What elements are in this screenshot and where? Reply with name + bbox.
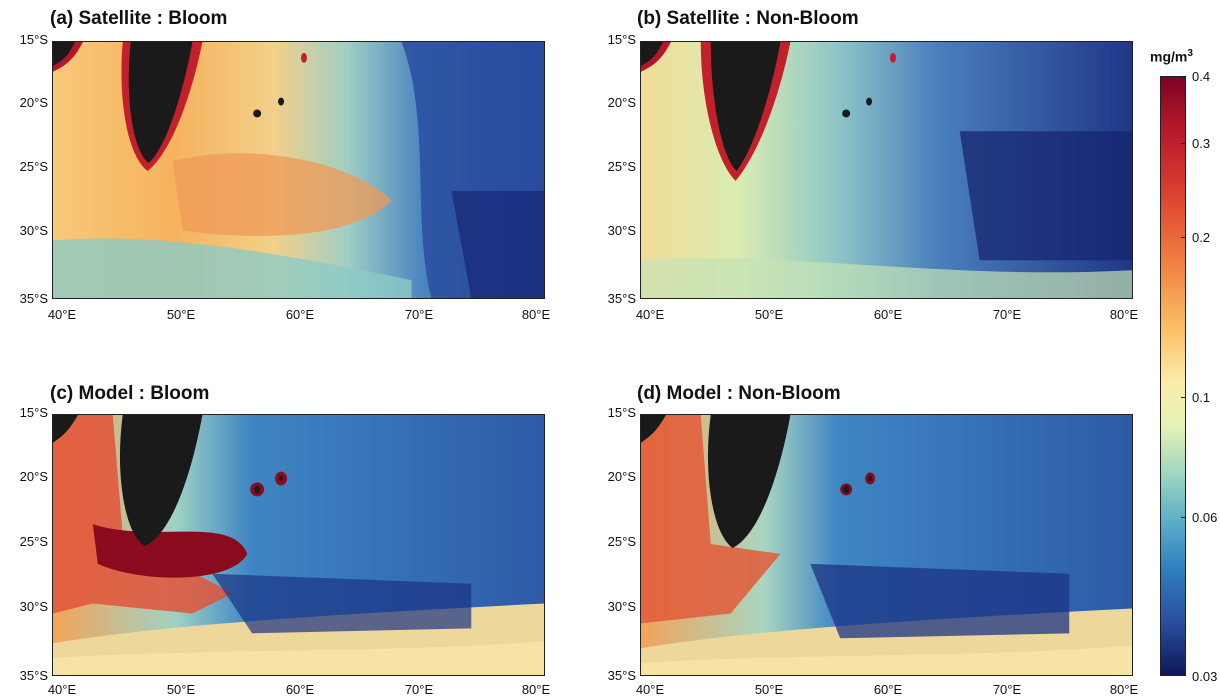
colorbar-label: 0.3 xyxy=(1192,136,1211,151)
panel-title: (b) Satellite : Non-Bloom xyxy=(637,8,859,29)
lon-label: 70°E xyxy=(992,682,1022,697)
lon-label: 80°E xyxy=(521,307,551,322)
lon-label: 50°E xyxy=(754,682,784,697)
chlorophyll-map-satellite-non-bloom xyxy=(640,41,1133,299)
colorbar xyxy=(1160,76,1186,676)
lat-label: 25°S xyxy=(19,534,48,549)
lon-label: 40°E xyxy=(635,682,665,697)
colorbar-tick xyxy=(1181,77,1186,78)
lon-label: 70°E xyxy=(404,307,434,322)
lon-label: 60°E xyxy=(873,682,903,697)
lat-label: 30°S xyxy=(607,223,636,238)
colorbar-label: 0.03 xyxy=(1192,669,1218,684)
colorbar-unit: mg/m3 xyxy=(1150,48,1193,65)
lat-label: 15°S xyxy=(607,405,636,420)
chlorophyll-map-model-non-bloom xyxy=(640,414,1133,676)
lat-label: 25°S xyxy=(607,534,636,549)
lon-label: 60°E xyxy=(285,307,315,322)
lon-label: 60°E xyxy=(285,682,315,697)
lat-label: 20°S xyxy=(607,469,636,484)
lon-label: 70°E xyxy=(992,307,1022,322)
lon-label: 40°E xyxy=(47,307,77,322)
lon-label: 80°E xyxy=(1109,307,1139,322)
colorbar-tick xyxy=(1181,143,1186,144)
colorbar-label: 0.06 xyxy=(1192,510,1218,525)
colorbar-label: 0.4 xyxy=(1192,69,1211,84)
lat-label: 15°S xyxy=(19,405,48,420)
lat-label: 15°S xyxy=(607,32,636,47)
lat-label: 20°S xyxy=(19,95,48,110)
colorbar-label: 0.2 xyxy=(1192,230,1211,245)
colorbar-unit-base: mg/m xyxy=(1150,48,1188,65)
colorbar-tick xyxy=(1181,237,1186,238)
lon-label: 60°E xyxy=(873,307,903,322)
lat-label: 25°S xyxy=(607,159,636,174)
lat-label: 35°S xyxy=(607,291,636,306)
lon-label: 50°E xyxy=(754,307,784,322)
colorbar-tick xyxy=(1181,517,1186,518)
panel-title: (c) Model : Bloom xyxy=(50,383,210,404)
lat-label: 35°S xyxy=(607,668,636,683)
lat-label: 25°S xyxy=(19,159,48,174)
panel-title: (d) Model : Non-Bloom xyxy=(637,383,841,404)
lat-label: 15°S xyxy=(19,32,48,47)
lon-label: 80°E xyxy=(1109,682,1139,697)
lat-label: 20°S xyxy=(19,469,48,484)
colorbar-label: 0.1 xyxy=(1192,390,1211,405)
lon-label: 50°E xyxy=(166,307,196,322)
chlorophyll-map-satellite-bloom xyxy=(52,41,545,299)
lat-label: 35°S xyxy=(19,668,48,683)
lat-label: 30°S xyxy=(607,599,636,614)
lat-label: 30°S xyxy=(19,223,48,238)
lon-label: 40°E xyxy=(47,682,77,697)
lon-label: 50°E xyxy=(166,682,196,697)
lat-label: 30°S xyxy=(19,599,48,614)
lat-label: 20°S xyxy=(607,95,636,110)
lon-label: 70°E xyxy=(404,682,434,697)
chlorophyll-map-model-bloom xyxy=(52,414,545,676)
colorbar-tick xyxy=(1181,397,1186,398)
panel-title: (a) Satellite : Bloom xyxy=(50,8,228,29)
colorbar-unit-exponent: 3 xyxy=(1187,48,1193,59)
lon-label: 80°E xyxy=(521,682,551,697)
lat-label: 35°S xyxy=(19,291,48,306)
lon-label: 40°E xyxy=(635,307,665,322)
